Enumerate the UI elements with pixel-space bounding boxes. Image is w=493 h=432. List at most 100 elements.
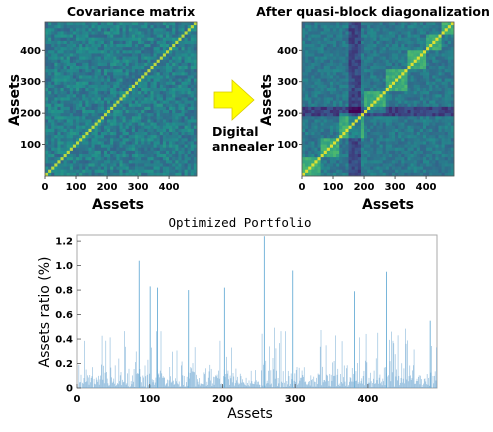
y-tick-label: 100	[20, 140, 41, 151]
heatmap-cell	[60, 116, 64, 120]
heatmap-cell	[416, 119, 421, 123]
heatmap-cell	[360, 62, 365, 67]
heatmap-cell	[79, 144, 83, 148]
heatmap-cell	[97, 144, 102, 148]
heatmap-cell	[187, 75, 191, 79]
heatmap-cell	[302, 135, 306, 139]
heatmap-cell	[333, 53, 337, 57]
heatmap-cell	[131, 125, 136, 130]
heatmap-cell	[404, 34, 408, 38]
heatmap-cell	[404, 81, 408, 86]
heatmap-cell	[153, 50, 157, 54]
heatmap-cell	[172, 31, 176, 35]
heatmap-cell	[382, 106, 386, 111]
heatmap-cell	[441, 103, 445, 108]
heatmap-cell	[122, 72, 126, 76]
bar	[80, 374, 82, 388]
heatmap-cell	[432, 116, 436, 120]
heatmap-cell	[391, 166, 396, 170]
heatmap-cell	[119, 88, 123, 92]
heatmap-cell	[376, 132, 380, 136]
heatmap-cell	[45, 132, 49, 136]
heatmap-cell	[125, 53, 129, 57]
heatmap-cell	[388, 78, 393, 82]
heatmap-cell	[419, 78, 424, 82]
heatmap-cell	[193, 172, 198, 177]
bar	[87, 377, 89, 388]
heatmap-cell	[97, 40, 102, 45]
heatmap-cell	[391, 37, 396, 42]
heatmap-cell	[60, 147, 64, 152]
heatmap-cell	[326, 78, 331, 82]
heatmap-cell	[391, 150, 396, 155]
heatmap-cell	[333, 132, 337, 136]
heatmap-cell	[147, 100, 151, 104]
heatmap-cell	[401, 122, 405, 126]
heatmap-cell	[128, 113, 133, 117]
heatmap-cell	[314, 125, 318, 130]
heatmap-cell	[317, 100, 321, 104]
heatmap-cell	[305, 172, 309, 177]
heatmap-cell	[116, 144, 120, 148]
heatmap-cell	[311, 72, 315, 76]
heatmap-cell	[305, 59, 309, 64]
heatmap-cell	[317, 28, 321, 32]
heatmap-cell	[45, 91, 49, 95]
heatmap-cell	[119, 50, 123, 54]
heatmap-cell	[370, 94, 374, 98]
heatmap-cell	[426, 94, 430, 98]
heatmap-cell	[395, 88, 399, 92]
heatmap-cell	[110, 84, 114, 89]
heatmap-cell	[69, 25, 74, 29]
heatmap-cell	[141, 37, 145, 42]
heatmap-cell	[342, 125, 346, 130]
heatmap-cell	[385, 84, 390, 89]
heatmap-cell	[376, 100, 380, 104]
heatmap-cell	[311, 113, 315, 117]
heatmap-cell	[305, 110, 309, 114]
heatmap-cell	[131, 44, 136, 48]
heatmap-cell	[339, 50, 343, 54]
heatmap-cell	[422, 138, 427, 142]
heatmap-cell	[385, 66, 390, 70]
heatmap-cell	[317, 110, 321, 114]
heatmap-cell	[373, 132, 377, 136]
heatmap-cell	[150, 100, 154, 104]
heatmap-cell	[150, 40, 154, 45]
heatmap-cell	[169, 144, 173, 148]
heatmap-cell	[190, 28, 195, 32]
heatmap-cell	[364, 141, 368, 145]
heatmap-cell	[60, 72, 64, 76]
heatmap-cell	[395, 94, 399, 98]
heatmap-cell	[184, 88, 188, 92]
heatmap-cell	[357, 119, 362, 123]
heatmap-cell	[79, 28, 83, 32]
heatmap-cell	[181, 94, 185, 98]
heatmap-cell	[162, 125, 167, 130]
heatmap-cell	[398, 113, 402, 117]
heatmap-cell	[82, 119, 86, 123]
heatmap-cell	[373, 44, 377, 48]
heatmap-cell	[141, 144, 145, 148]
heatmap-cell	[419, 97, 424, 101]
heatmap-cell	[94, 97, 98, 101]
heatmap-cell	[45, 44, 49, 48]
heatmap-cell	[138, 62, 142, 67]
heatmap-cell	[388, 106, 393, 111]
heatmap-cell	[314, 25, 318, 29]
heatmap-cell	[385, 163, 390, 167]
heatmap-cell	[45, 28, 49, 32]
heatmap-cell	[311, 66, 315, 70]
heatmap-cell	[79, 110, 83, 114]
heatmap-cell	[88, 169, 92, 174]
heatmap-cell	[169, 94, 173, 98]
heatmap-cell	[364, 97, 368, 101]
heatmap-cell	[85, 100, 89, 104]
heatmap-cell	[169, 135, 173, 139]
heatmap-cell	[342, 59, 346, 64]
heatmap-cell	[382, 47, 386, 51]
heatmap-cell	[57, 150, 61, 155]
heatmap-cell	[385, 150, 390, 155]
heatmap-cell	[156, 56, 160, 60]
heatmap-cell	[401, 62, 405, 67]
